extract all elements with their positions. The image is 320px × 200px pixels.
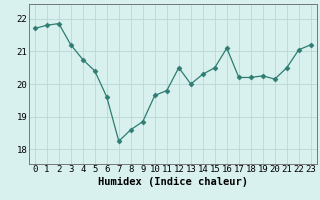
X-axis label: Humidex (Indice chaleur): Humidex (Indice chaleur) — [98, 177, 248, 187]
